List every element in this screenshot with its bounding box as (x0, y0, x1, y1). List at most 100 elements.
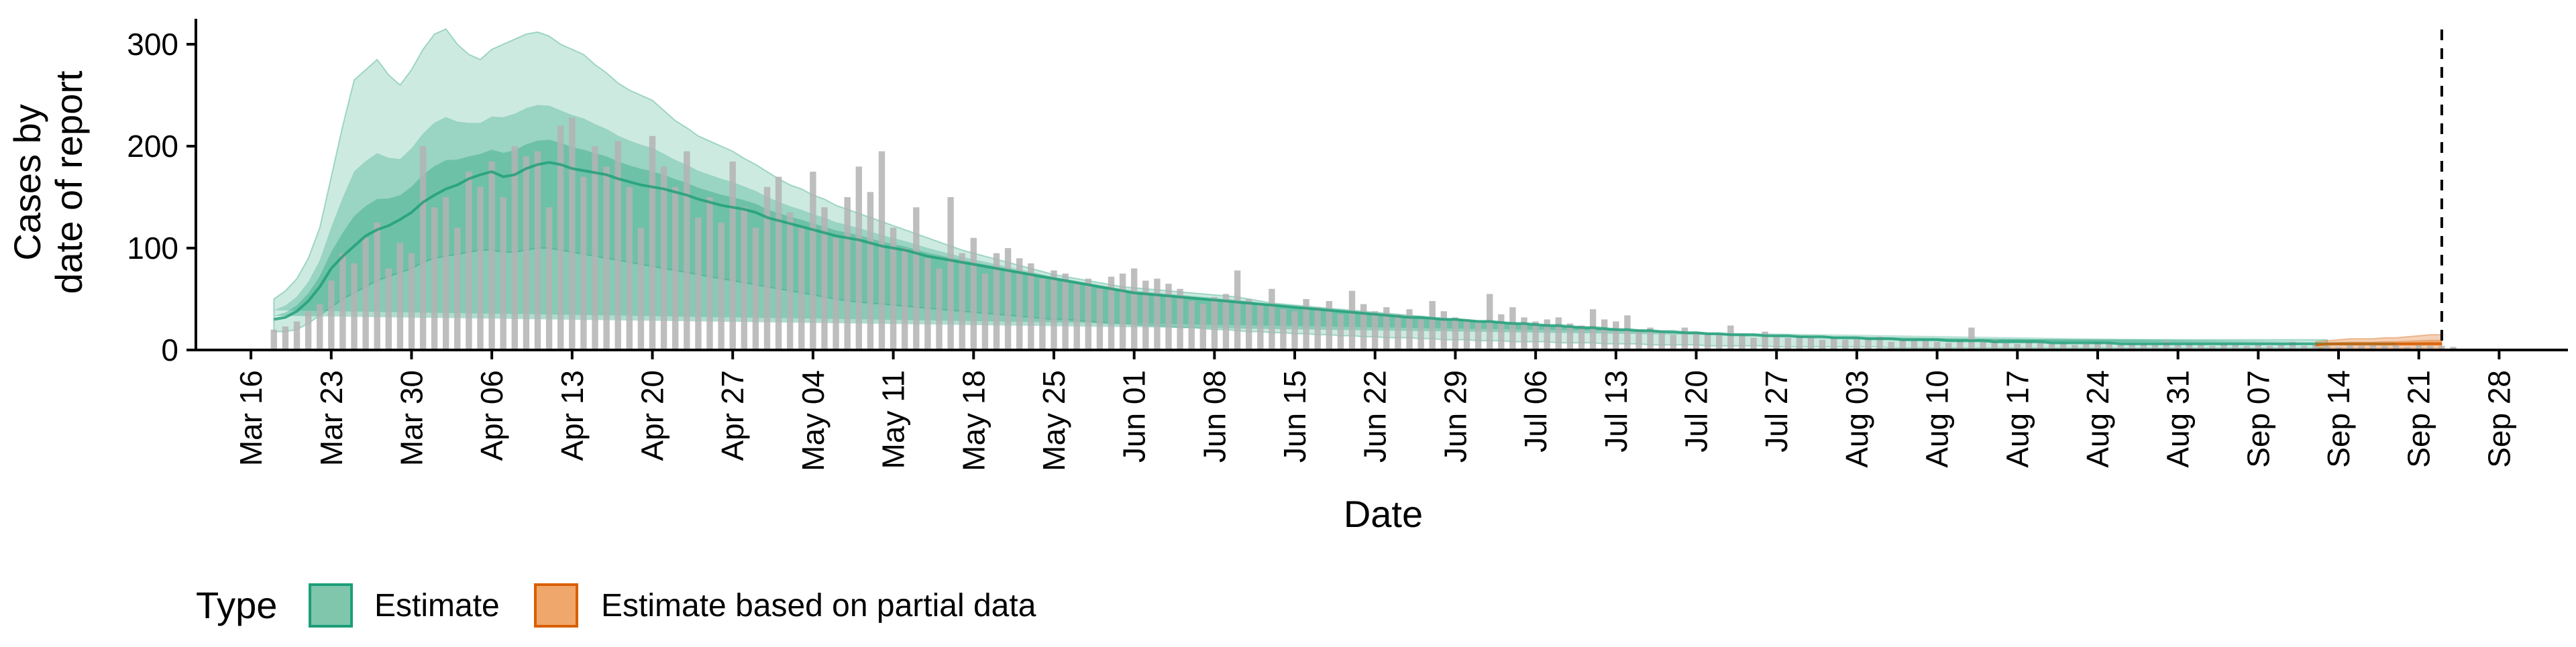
observed-bar (1831, 337, 1837, 350)
observed-bar (1234, 270, 1241, 350)
observed-case-bars (270, 117, 2457, 351)
observed-bar (2255, 345, 2261, 350)
observed-bar (1784, 337, 1791, 350)
observed-bar (431, 207, 438, 350)
legend-title: Type (196, 584, 277, 626)
observed-bar (1039, 278, 1046, 350)
x-tick-label: Jun 01 (1117, 370, 1152, 463)
estimate-bands (273, 27, 2443, 349)
x-tick-label: Mar 16 (233, 370, 268, 466)
observed-bar (2381, 345, 2388, 350)
observed-bar (1658, 331, 1665, 350)
y-axis-title-line-2: date of report (48, 70, 90, 294)
observed-bar (2220, 343, 2227, 350)
observed-bar (1624, 315, 1631, 350)
observed-bar (752, 227, 759, 350)
x-tick-label: Mar 30 (394, 370, 429, 466)
observed-bar (1716, 335, 1723, 350)
observed-bar (1383, 307, 1390, 350)
observed-bar (684, 151, 690, 350)
observed-bar (523, 156, 530, 350)
x-tick-label: Jun 15 (1277, 370, 1312, 463)
median-lines (273, 161, 2442, 347)
observed-bar (2151, 345, 2159, 350)
observed-bar (1222, 294, 1230, 350)
observed-bar (592, 146, 598, 350)
observed-bar (1062, 274, 1069, 350)
observed-bar (2289, 341, 2296, 350)
x-tick-label: Aug 03 (1839, 370, 1874, 468)
observed-bar (1154, 278, 1161, 350)
observed-bar (2060, 343, 2067, 350)
observed-bar (385, 268, 392, 350)
y-tick-label: 300 (127, 27, 178, 62)
observed-bar (1188, 301, 1195, 350)
observed-bar (2014, 343, 2021, 350)
observed-bar (1911, 341, 1918, 350)
observed-bar (466, 172, 472, 350)
observed-bar (1131, 268, 1138, 350)
observed-bar (1452, 317, 1459, 350)
observed-bar (1532, 321, 1539, 350)
observed-bar (1280, 309, 1287, 350)
observed-bar (1566, 323, 1574, 350)
observed-bar (328, 280, 335, 350)
observed-bar (2094, 341, 2101, 350)
observed-bar (878, 151, 885, 350)
observed-bar (2266, 345, 2273, 350)
x-tick-label: May 25 (1036, 370, 1071, 471)
observed-bar (362, 237, 369, 350)
observed-bar (1888, 341, 1894, 350)
observed-bar (902, 248, 908, 350)
observed-bar (2129, 343, 2135, 350)
observed-bar (1601, 319, 1608, 350)
observed-bar (1372, 311, 1379, 350)
observed-bar (1945, 343, 1952, 350)
legend: Type Estimate Estimate based on partial … (196, 583, 1036, 628)
observed-bar (317, 304, 323, 350)
observed-bar (2358, 345, 2365, 350)
observed-bar (1968, 327, 1975, 350)
observed-bar (936, 268, 943, 350)
observed-bar (1854, 339, 1860, 350)
observed-bar (1257, 304, 1264, 350)
y-axis-ticks: 0 100 200 300 (127, 27, 196, 367)
observed-bar (477, 186, 484, 350)
observed-bar (580, 176, 587, 350)
observed-bar (1246, 299, 1252, 350)
estimate-median-line (273, 161, 2396, 345)
observed-bar (1016, 258, 1023, 350)
observed-bar (374, 223, 380, 350)
observed-bar (2301, 345, 2308, 350)
observed-bar (2324, 345, 2330, 350)
x-tick-label: Apr 06 (474, 370, 509, 461)
observed-bar (1807, 337, 1815, 350)
observed-bar (1142, 280, 1149, 350)
observed-bar (1578, 325, 1585, 350)
observed-bar (981, 274, 989, 350)
observed-bar (637, 227, 645, 350)
observed-bar (1395, 314, 1401, 350)
observed-bar (2427, 345, 2434, 350)
legend-swatch-partial-data (534, 583, 578, 628)
observed-bar (947, 197, 954, 350)
observed-bar (1337, 314, 1344, 350)
observed-bar (2209, 345, 2216, 350)
observed-bar (2416, 345, 2422, 350)
observed-bar (775, 176, 782, 350)
observed-bar (2163, 341, 2170, 350)
observed-bar (867, 192, 874, 350)
x-tick-label: Jul 20 (1679, 370, 1714, 453)
observed-bar (959, 253, 965, 350)
observed-bar (1085, 278, 1091, 350)
observed-bar (454, 227, 461, 350)
legend-label-partial-data: Estimate based on partial data (601, 588, 1036, 624)
observed-bar (787, 212, 794, 350)
observed-bar (2243, 345, 2250, 350)
observed-bar (1670, 335, 1676, 350)
observed-bar (351, 263, 358, 350)
observed-bar (2232, 345, 2239, 350)
x-tick-label: Jul 06 (1518, 370, 1553, 453)
x-tick-label: Sep 21 (2402, 370, 2436, 468)
